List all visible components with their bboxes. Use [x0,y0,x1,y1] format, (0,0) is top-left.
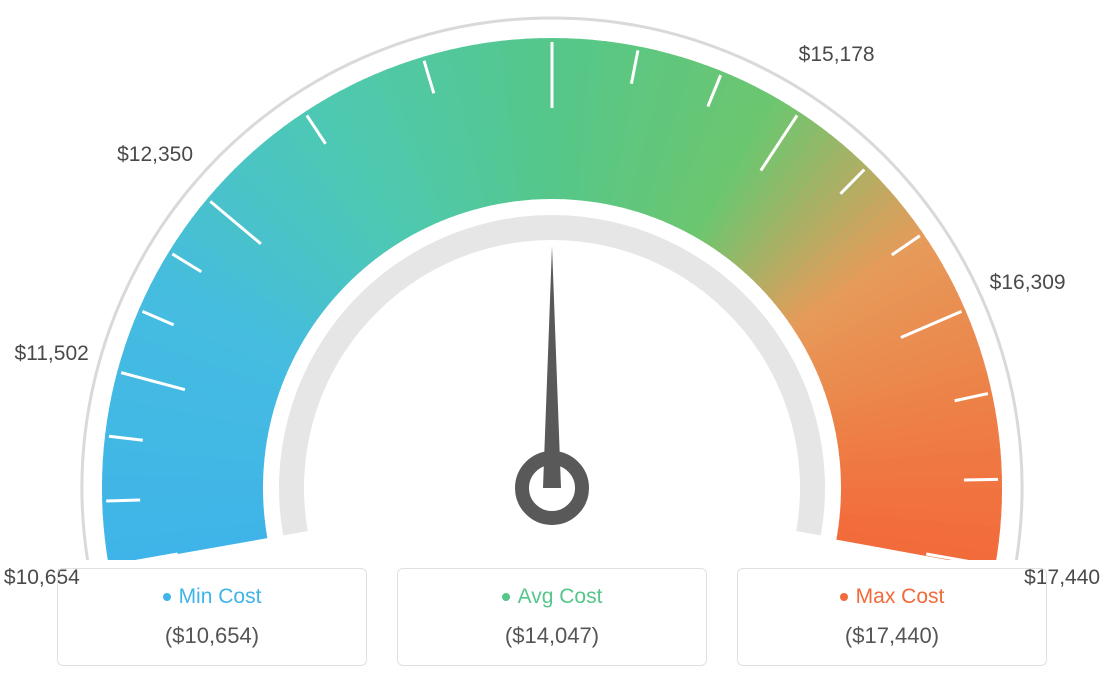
legend-avg-value: ($14,047) [416,623,688,649]
legend-max: Max Cost ($17,440) [737,568,1047,666]
legend-max-value: ($17,440) [756,623,1028,649]
legend-min-value: ($10,654) [76,623,348,649]
legend-avg-label: Avg Cost [518,585,603,609]
legend-min-label: Min Cost [179,585,262,609]
dot-icon [840,593,848,601]
dot-icon [163,593,171,601]
gauge-tick-label: $12,350 [117,143,193,167]
legend-avg: Avg Cost ($14,047) [397,568,707,666]
legend-row: Min Cost ($10,654) Avg Cost ($14,047) Ma… [0,568,1104,666]
gauge-tick-label: $15,178 [799,43,875,67]
legend-max-label: Max Cost [856,585,945,609]
gauge-tick-label: $11,502 [14,342,88,366]
legend-max-title: Max Cost [756,585,1028,609]
gauge-svg [0,0,1104,560]
gauge-tick-label: $16,309 [990,271,1066,295]
legend-avg-title: Avg Cost [416,585,688,609]
legend-min: Min Cost ($10,654) [57,568,367,666]
gauge-container: $10,654$11,502$12,350$14,047$15,178$16,3… [0,0,1104,560]
legend-min-title: Min Cost [76,585,348,609]
dot-icon [502,593,510,601]
